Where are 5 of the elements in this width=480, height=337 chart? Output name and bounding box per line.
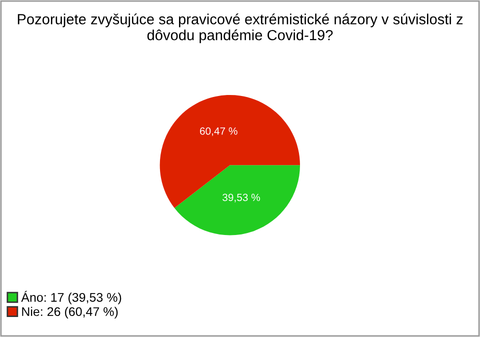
- data-label: 39,53 %: [222, 194, 260, 202]
- legend-label: Áno: 17 (39,53 %): [21, 290, 122, 304]
- legend-label: Nie: 26 (60,47 %): [22, 306, 118, 319]
- chart-title: Pozorujete zvyšujúce sa pravicové extrémistické názory v súvislosti z dôvodu pandémie Covid-19?: [18, 13, 463, 44]
- data-label: 60,47 %: [200, 127, 238, 136]
